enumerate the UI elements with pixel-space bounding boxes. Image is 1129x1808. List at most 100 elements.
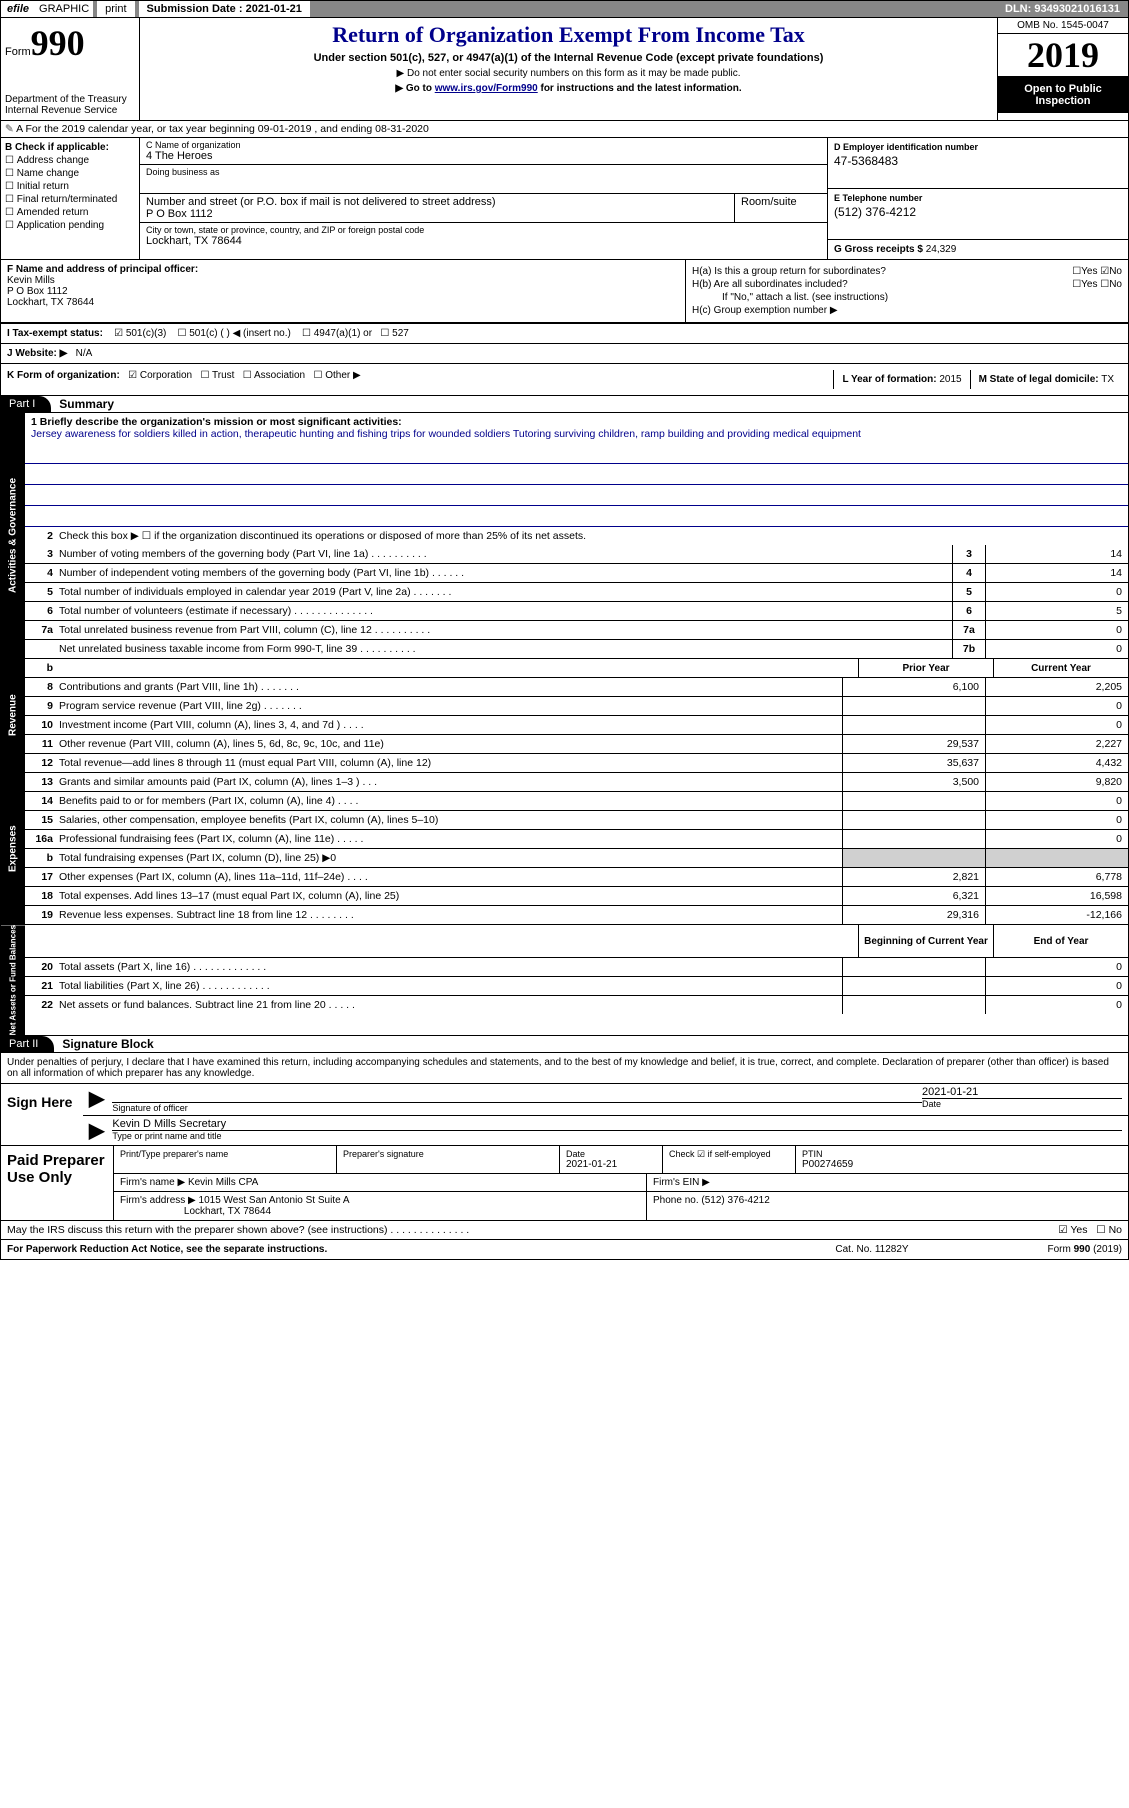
m-label: M State of legal domicile: — [979, 374, 1099, 385]
line2: Check this box ▶ ☐ if the organization d… — [59, 528, 1128, 544]
officer-addr1: P O Box 1112 — [7, 286, 68, 297]
city-label: City or town, state or province, country… — [146, 225, 821, 235]
omb-number: OMB No. 1545-0047 — [998, 18, 1128, 34]
section-c: C Name of organization4 The Heroes Doing… — [140, 138, 827, 259]
check-final-return[interactable]: Final return/terminated — [5, 194, 135, 205]
state-domicile: TX — [1101, 374, 1114, 385]
col-end-year: End of Year — [993, 925, 1128, 957]
section-h: H(a) Is this a group return for subordin… — [686, 260, 1128, 322]
hc-label: H(c) Group exemption number ▶ — [692, 305, 838, 316]
print-button[interactable]: print — [97, 1, 134, 17]
tax-year: 2019 — [998, 34, 1128, 77]
side-label-netassets: Net Assets or Fund Balances — [1, 925, 25, 1035]
city: Lockhart, TX 78644 — [146, 235, 821, 247]
side-label-expenses: Expenses — [1, 773, 25, 924]
b-label: B Check if applicable: — [5, 142, 109, 153]
firm-addr2: Lockhart, TX 78644 — [184, 1206, 271, 1217]
top-bar: efile GRAPHIC print Submission Date : 20… — [0, 0, 1129, 18]
officer-label: F Name and address of principal officer: — [7, 264, 198, 275]
col-prior-year: Prior Year — [858, 659, 993, 677]
part1-header: Part I Summary — [1, 396, 1128, 413]
firm-phone: (512) 376-4212 — [701, 1195, 769, 1206]
irs-link[interactable]: www.irs.gov/Form990 — [435, 83, 538, 94]
officer-name: Kevin Mills — [7, 275, 55, 286]
paperwork-notice: For Paperwork Reduction Act Notice, see … — [7, 1244, 772, 1255]
graphic-label: GRAPHIC — [35, 1, 93, 17]
org-name: 4 The Heroes — [146, 150, 821, 162]
ptin-label: PTIN — [802, 1149, 1122, 1159]
ptin: P00274659 — [802, 1159, 1122, 1170]
section-b: B Check if applicable: Address change Na… — [1, 138, 140, 259]
website: N/A — [76, 348, 93, 359]
phone: (512) 376-4212 — [834, 205, 1122, 219]
form-number: 990 — [31, 23, 85, 63]
phone-label: E Telephone number — [834, 193, 1122, 203]
dba-label: Doing business as — [146, 167, 821, 177]
prep-sig-label: Preparer's signature — [343, 1149, 553, 1159]
org-name-label: C Name of organization — [146, 140, 821, 150]
mission-label: 1 Briefly describe the organization's mi… — [31, 416, 402, 428]
hb-note: If "No," attach a list. (see instruction… — [692, 292, 1122, 303]
check-amended-return[interactable]: Amended return — [5, 207, 135, 218]
check-initial-return[interactable]: Initial return — [5, 181, 135, 192]
ein-label: D Employer identification number — [834, 142, 1122, 152]
section-k: K Form of organization: ☑ Corporation ☐ … — [1, 364, 1128, 396]
gross-receipts-label: G Gross receipts $ — [834, 244, 923, 255]
part2-header: Part II Signature Block — [1, 1036, 1128, 1053]
ha-label: H(a) Is this a group return for subordin… — [692, 266, 886, 277]
gross-receipts: 24,329 — [926, 244, 957, 255]
side-label-governance: Activities & Governance — [1, 413, 25, 658]
firm-name: Kevin Mills CPA — [188, 1177, 258, 1188]
discuss-question: May the IRS discuss this return with the… — [7, 1224, 1058, 1236]
prep-name-label: Print/Type preparer's name — [120, 1149, 330, 1159]
dln: DLN: 93493021016131 — [997, 1, 1128, 17]
firm-addr1: 1015 West San Antonio St Suite A — [199, 1195, 350, 1206]
hb-label: H(b) Are all subordinates included? — [692, 279, 848, 290]
form-subtitle: Under section 501(c), 527, or 4947(a)(1)… — [144, 52, 993, 64]
firm-phone-label: Phone no. — [653, 1195, 699, 1206]
col-current-year: Current Year — [993, 659, 1128, 677]
arrow-icon: ▶ — [89, 1118, 104, 1143]
form-title: Return of Organization Exempt From Incom… — [144, 22, 993, 48]
check-address-change[interactable]: Address change — [5, 155, 135, 166]
room-label: Room/suite — [741, 196, 821, 208]
section-i: I Tax-exempt status: ☑ 501(c)(3) ☐ 501(c… — [7, 328, 1122, 339]
submission-date: Submission Date : 2021-01-21 — [139, 1, 310, 17]
sig-officer-label: Signature of officer — [112, 1102, 922, 1113]
firm-addr-label: Firm's address ▶ — [120, 1195, 196, 1206]
l-label: L Year of formation: — [842, 374, 936, 385]
sig-name-label: Type or print name and title — [112, 1130, 1122, 1141]
street: P O Box 1112 — [146, 208, 728, 220]
section-j: J Website: ▶ N/A — [1, 344, 1129, 364]
prep-date-label: Date — [566, 1149, 656, 1159]
form-label: Form — [5, 46, 31, 58]
mission-text: Jersey awareness for soldiers killed in … — [31, 428, 1122, 440]
ein: 47-5368483 — [834, 154, 1122, 168]
year-formation: 2015 — [939, 374, 961, 385]
dept-irs: Internal Revenue Service — [5, 105, 135, 116]
sign-here: Sign Here — [1, 1084, 83, 1145]
section-f: F Name and address of principal officer:… — [1, 260, 686, 322]
efile-label: efile — [1, 1, 35, 17]
prep-date: 2021-01-21 — [566, 1159, 656, 1170]
row-a-tax-year: ✎ A For the 2019 calendar year, or tax y… — [1, 121, 1128, 138]
cat-number: Cat. No. 11282Y — [772, 1244, 972, 1255]
check-application-pending[interactable]: Application pending — [5, 220, 135, 231]
firm-name-label: Firm's name ▶ — [120, 1177, 185, 1188]
sig-name: Kevin D Mills Secretary — [112, 1118, 1122, 1130]
paid-preparer-label: Paid Preparer Use Only — [1, 1146, 114, 1220]
sig-date: 2021-01-21 — [922, 1086, 1122, 1098]
dept-treasury: Department of the Treasury — [5, 94, 135, 105]
street-label: Number and street (or P.O. box if mail i… — [146, 196, 728, 208]
form-header: Form990 Department of the Treasury Inter… — [1, 18, 1128, 121]
link-note: ▶ Go to www.irs.gov/Form990 for instruct… — [144, 83, 993, 94]
firm-ein-label: Firm's EIN ▶ — [647, 1174, 1128, 1191]
col-beginning: Beginning of Current Year — [858, 925, 993, 957]
check-name-change[interactable]: Name change — [5, 168, 135, 179]
prep-self-employed: Check ☑ if self-employed — [663, 1146, 796, 1173]
ssn-note: ▶ Do not enter social security numbers o… — [144, 68, 993, 79]
side-label-revenue: Revenue — [1, 659, 25, 772]
officer-addr2: Lockhart, TX 78644 — [7, 297, 94, 308]
arrow-icon: ▶ — [89, 1086, 104, 1113]
open-inspection: Open to Public Inspection — [998, 77, 1128, 113]
